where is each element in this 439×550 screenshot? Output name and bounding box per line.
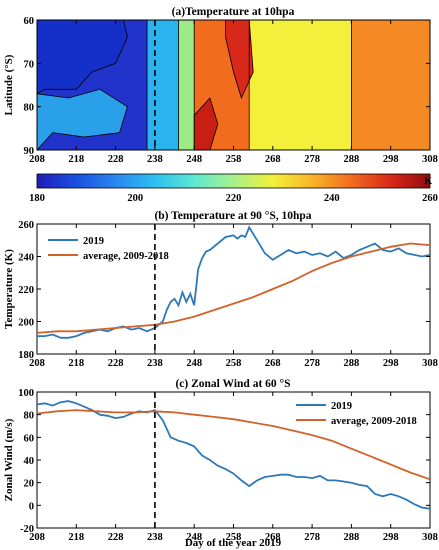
panel-2-series-average-line bbox=[37, 409, 430, 481]
0-xtick-label: 208 bbox=[29, 154, 45, 165]
2-ytick-label: 80 bbox=[24, 411, 35, 422]
2-xtick-label: 298 bbox=[383, 532, 399, 543]
1-ytick-label: 200 bbox=[18, 318, 34, 329]
0-xtick-label: 308 bbox=[422, 154, 438, 165]
2-ytick-label: -20 bbox=[20, 524, 34, 535]
0-xtick-label: 228 bbox=[108, 154, 124, 165]
2-ytick-label: 20 bbox=[24, 479, 35, 490]
1-ytick-label: 260 bbox=[18, 220, 34, 231]
2-ytick-label: 0 bbox=[29, 501, 34, 512]
1-xtick-label: 258 bbox=[226, 358, 242, 369]
1-xtick-label: 298 bbox=[383, 358, 399, 369]
heatmap-band bbox=[178, 20, 195, 150]
2-ytick-label: 100 bbox=[18, 388, 34, 399]
1-ytick-label: 180 bbox=[18, 350, 34, 361]
0-ytick-label: 60 bbox=[24, 16, 35, 27]
legend-label: average, 2009-2018 bbox=[83, 251, 169, 262]
panel-b-plot bbox=[37, 224, 430, 354]
legend-label: 2019 bbox=[331, 401, 352, 412]
2-xtick-label: 248 bbox=[186, 532, 202, 543]
2-xtick-label: 278 bbox=[304, 532, 320, 543]
legend-label: average, 2009-2018 bbox=[331, 416, 417, 427]
panel-a-title: (a)Temperature at 10hpa bbox=[172, 6, 295, 18]
panel-b-ylabel: Temperature (K) bbox=[3, 249, 15, 329]
panel-b-title: (b) Temperature at 90 °S, 10hpa bbox=[154, 210, 311, 222]
0-xtick-label: 238 bbox=[147, 154, 163, 165]
panel-c-ylabel: Zonal Wind (m/s) bbox=[3, 418, 15, 501]
panel-a-axes: 208 218 228 238 248 258 268 278 288 298 308 60 70 80 9… bbox=[24, 16, 438, 165]
1-xtick-label: 238 bbox=[147, 358, 163, 369]
1-xtick-label: 248 bbox=[186, 358, 202, 369]
0-xtick-label: 288 bbox=[344, 154, 360, 165]
panel-1-series-average-line bbox=[37, 242, 430, 334]
1-xtick-label: 228 bbox=[108, 358, 124, 369]
0-ytick-label: 70 bbox=[24, 59, 35, 70]
1-xtick-label: 288 bbox=[344, 358, 360, 369]
legend-label: 2019 bbox=[83, 236, 104, 247]
0-ytick-label: 90 bbox=[24, 146, 35, 157]
panel-c-xlabel: Day of the year 2019 bbox=[185, 537, 282, 549]
0-xtick-label: 278 bbox=[304, 154, 320, 165]
1-xtick-label: 268 bbox=[265, 358, 281, 369]
1-xtick-label: 308 bbox=[422, 358, 438, 369]
colorbar-tick-label: 240 bbox=[324, 193, 340, 204]
2-ytick-label: 40 bbox=[24, 456, 35, 467]
2-xtick-label: 288 bbox=[344, 532, 360, 543]
panel-a-heatmap bbox=[37, 20, 430, 150]
panel-b-axes: 208 218 228 238 248 258 268 278 288 298 308 180 200 2… bbox=[18, 220, 438, 369]
1-xtick-label: 208 bbox=[29, 358, 45, 369]
panel-b-legend: 2019 average, 2009-2018 bbox=[48, 236, 169, 262]
panel-c-plot bbox=[37, 392, 430, 528]
heatmap-band bbox=[249, 20, 352, 150]
0-xtick-label: 298 bbox=[383, 154, 399, 165]
0-xtick-label: 268 bbox=[265, 154, 281, 165]
0-ytick-label: 80 bbox=[24, 103, 35, 114]
panel-2-series-2019-line bbox=[37, 400, 430, 510]
colorbar-ticks: 180 200 220 240 260 bbox=[29, 193, 438, 204]
1-xtick-label: 278 bbox=[304, 358, 320, 369]
heatmap-band bbox=[351, 20, 430, 150]
panel-a-ylabel: Latitude (°S) bbox=[3, 54, 15, 115]
heatmap-band bbox=[147, 20, 179, 150]
0-xtick-label: 248 bbox=[186, 154, 202, 165]
2-xtick-label: 218 bbox=[68, 532, 84, 543]
colorbar-unit: K bbox=[424, 176, 433, 187]
1-xtick-label: 218 bbox=[68, 358, 84, 369]
panel-c-axes: 208 218 228 238 248 258 268 278 288 298 308 -20 0 20 4… bbox=[18, 388, 438, 543]
1-ytick-label: 220 bbox=[18, 285, 34, 296]
0-xtick-label: 218 bbox=[68, 154, 84, 165]
colorbar-tick-label: 200 bbox=[127, 193, 143, 204]
heatmap-contour-lightblue-band bbox=[37, 88, 128, 150]
2-xtick-label: 228 bbox=[108, 532, 124, 543]
colorbar bbox=[36, 173, 431, 189]
2-xtick-label: 308 bbox=[422, 532, 438, 543]
heatmap-contour-warm-core-258 bbox=[225, 20, 254, 100]
2-xtick-label: 268 bbox=[265, 532, 281, 543]
colorbar-tick-label: 220 bbox=[226, 193, 242, 204]
panel-c-title: (c) Zonal Wind at 60 °S bbox=[175, 378, 290, 390]
colorbar-tick-label: 180 bbox=[29, 193, 45, 204]
2-xtick-label: 208 bbox=[29, 532, 45, 543]
2-ytick-label: 60 bbox=[24, 433, 35, 444]
0-xtick-label: 258 bbox=[226, 154, 242, 165]
colorbar-tick-label: 260 bbox=[422, 193, 438, 204]
2-xtick-label: 238 bbox=[147, 532, 163, 543]
2-xtick-label: 258 bbox=[226, 532, 242, 543]
panel-c-legend: 2019 average, 2009-2018 bbox=[296, 401, 417, 427]
heatmap-contour-cold-core bbox=[37, 20, 128, 95]
1-ytick-label: 240 bbox=[18, 253, 34, 264]
